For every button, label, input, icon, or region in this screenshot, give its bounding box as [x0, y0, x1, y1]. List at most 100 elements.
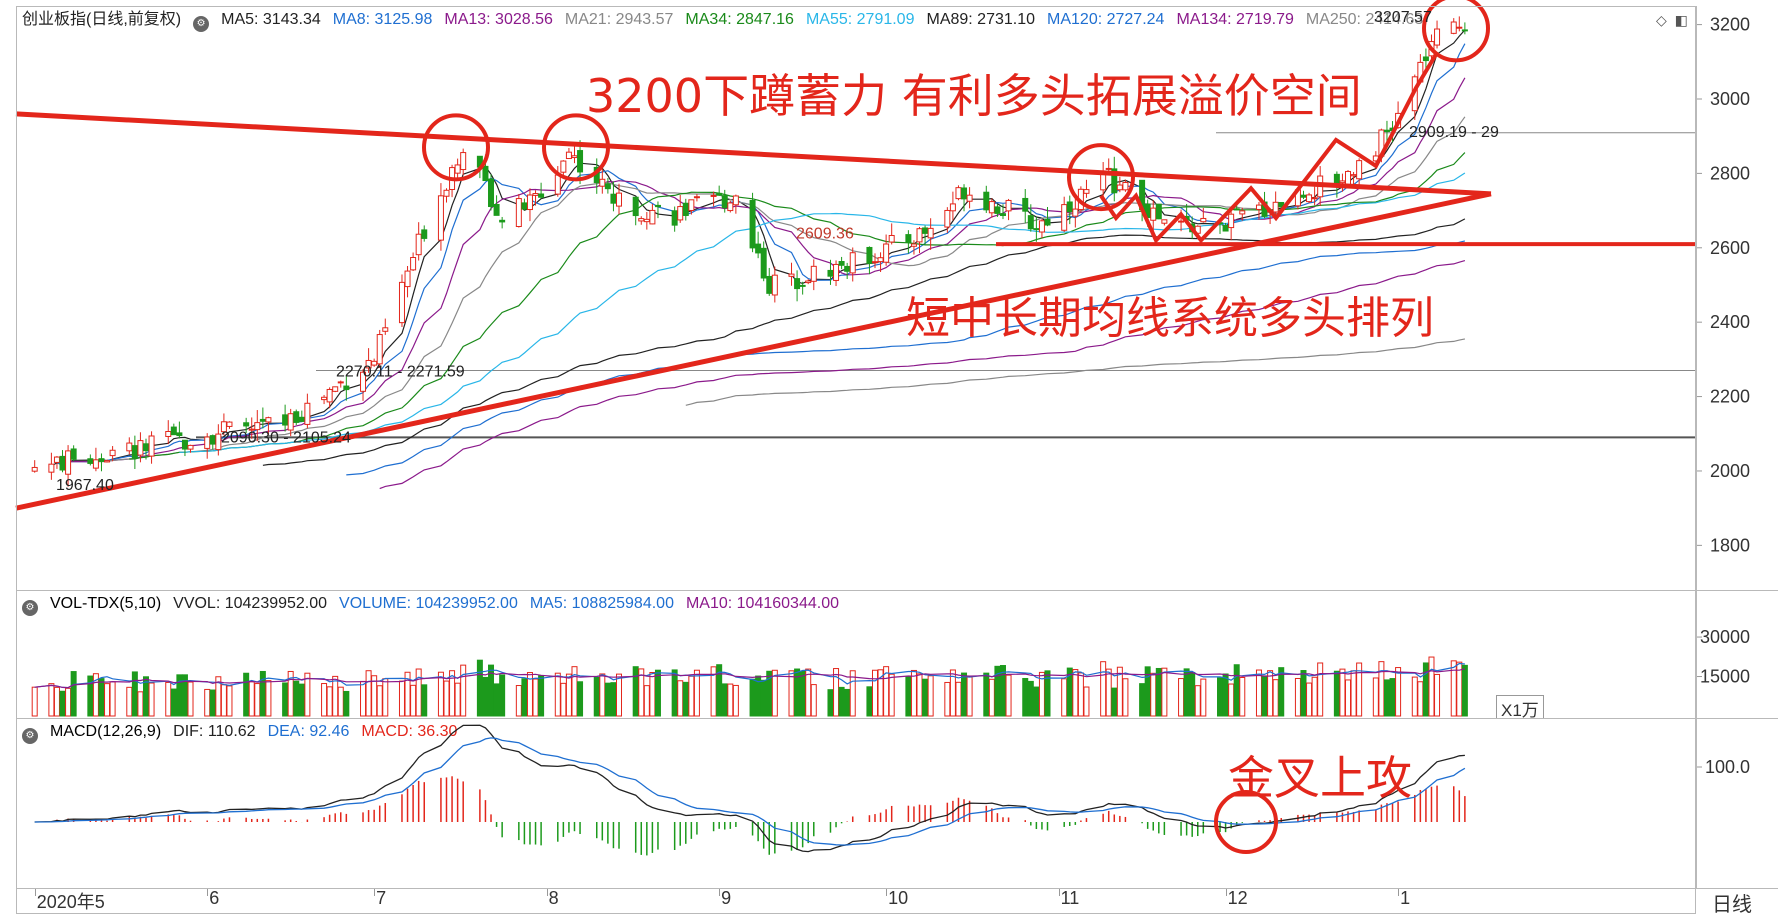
candle-body-5: [70, 448, 77, 460]
ma-legend: MA5: 3143.34 MA8: 3125.98 MA13: 3028.56 MA2…: [221, 11, 1435, 28]
candle-body-88: [721, 195, 728, 209]
volume-bar-50: [421, 684, 428, 717]
ma-legend-item-3: MA21: 2943.57: [564, 11, 674, 28]
price-chart-title: 创业板指(日线,前复权): [22, 11, 182, 28]
volume-bar-159: [1272, 679, 1279, 717]
date-tick-4: [719, 888, 721, 896]
volume-bar-63: [526, 672, 533, 717]
volume-bar-11: [126, 686, 133, 717]
volume-bar-6: [87, 675, 94, 717]
candle-body-17: [170, 426, 177, 436]
highlight-circle-3: [1422, 0, 1490, 63]
volume-bar-170: [1356, 662, 1363, 717]
volume-bar-141: [1139, 683, 1146, 717]
volume-bar-111: [905, 675, 912, 717]
volume-bar-65: [538, 675, 545, 717]
vol-settings-icon[interactable]: ⚙: [22, 600, 38, 616]
candle-body-132: [1066, 201, 1073, 213]
volume-bar-33: [293, 680, 300, 717]
candle-body-65: [538, 193, 545, 198]
volume-ma-5: [34, 662, 1465, 689]
price-chart-panel[interactable]: 创业板指(日线,前复权) ⚙ MA5: 3143.34 MA8: 3125.98 MA1…: [15, 0, 1750, 590]
panel-separator-2: [16, 718, 1778, 719]
volume-bar-171: [1372, 677, 1379, 717]
candle-body-80: [654, 204, 661, 208]
candle-body-110: [888, 234, 895, 243]
volume-bar-66: [554, 672, 561, 717]
candle-body-143: [1150, 207, 1157, 221]
volume-bar-124: [999, 665, 1006, 717]
candle-body-180: [1434, 28, 1441, 46]
candle-body-33: [293, 411, 300, 423]
vol-legend-item-0: VVOL: 104239952.00: [173, 595, 328, 612]
candle-body-155: [1239, 210, 1246, 215]
candle-body-103: [838, 261, 845, 266]
highlight-circle-0: [422, 113, 490, 182]
candle-body-72: [599, 178, 606, 187]
price-header: 创业板指(日线,前复权) ⚙ MA5: 3143.34 MA8: 3125.98 MA1…: [22, 10, 1447, 32]
date-axis-unit[interactable]: 日线: [1712, 894, 1752, 916]
candle-body-162: [1300, 194, 1307, 198]
candle-body-73: [604, 183, 611, 190]
volume-chart-panel[interactable]: ⚙ VOL-TDX(5,10) VVOL: 104239952.00 VOLUME: …: [16, 590, 1750, 722]
candle-body-86: [710, 194, 717, 197]
macd-settings-icon[interactable]: ⚙: [22, 728, 38, 744]
volume-bar-164: [1311, 676, 1318, 717]
volume-ma-10: [34, 668, 1466, 689]
candle-body-130: [1044, 218, 1051, 226]
candle-body-62: [521, 202, 528, 210]
candle-body-6: [87, 458, 94, 464]
volume-bar-73: [604, 682, 611, 717]
candle-body-118: [955, 187, 962, 200]
volume-bar-16: [165, 681, 172, 717]
lower-trendline: [15, 191, 1492, 511]
volume-bar-142: [1144, 666, 1151, 717]
candle-body-98: [799, 284, 806, 287]
settings-dot-icon[interactable]: ⚙: [193, 16, 210, 32]
candle-body-14: [142, 443, 149, 452]
candle-body-70: [577, 150, 584, 173]
diamond-icon[interactable]: ◇: [1655, 12, 1667, 28]
volume-bar-156: [1255, 669, 1262, 717]
vol-title: VOL-TDX(5,10): [50, 595, 162, 612]
candle-body-27: [248, 428, 255, 431]
macd-chart-panel[interactable]: ⚙ MACD(12,26,9) DIF: 110.62 DEA: 92.46 MACD:…: [16, 718, 1750, 888]
volume-bar-158: [1267, 670, 1274, 717]
volume-bar-4: [65, 687, 72, 717]
candle-body-11: [126, 442, 133, 452]
candle-body-35: [304, 402, 311, 425]
candle-body-26: [243, 422, 250, 427]
candle-body-69: [571, 155, 578, 159]
candle-body-3: [59, 455, 66, 471]
volume-bar-34: [298, 683, 305, 717]
volume-bar-116: [944, 681, 951, 717]
candle-body-18: [176, 432, 183, 437]
candle-body-84: [688, 199, 695, 211]
candle-body-90: [732, 195, 739, 206]
candle-body-117: [949, 203, 956, 212]
macd-chart-svg: 100.0: [34, 724, 1750, 856]
macd-legend-item-0: DIF: 110.62: [173, 723, 256, 740]
candle-body-19: [181, 439, 188, 450]
volume-bar-132: [1066, 667, 1073, 717]
macd-header: ⚙ MACD(12,26,9) DIF: 110.62 DEA: 92.46 MACD:…: [22, 722, 481, 744]
candle-body-59: [493, 203, 500, 216]
window-icon[interactable]: ◧: [1674, 12, 1688, 28]
candle-body-68: [565, 151, 572, 160]
candle-body-129: [1038, 220, 1045, 233]
volume-bar-153: [1228, 683, 1235, 717]
candle-body-92: [755, 243, 762, 254]
volume-bar-109: [883, 666, 890, 717]
volume-bar-39: [337, 686, 344, 717]
candle-body-181: [1450, 21, 1457, 34]
volume-bar-92: [755, 675, 762, 717]
volume-bar-162: [1300, 670, 1307, 717]
candle-body-22: [209, 435, 216, 445]
volume-bar-155: [1239, 676, 1246, 717]
candle-body-159: [1272, 201, 1279, 213]
volume-bar-105: [849, 670, 856, 717]
candle-body-32: [287, 413, 294, 431]
volume-bar-167: [1339, 668, 1346, 717]
candle-body-4: [65, 450, 72, 475]
highlight-circle-2: [1067, 143, 1135, 212]
